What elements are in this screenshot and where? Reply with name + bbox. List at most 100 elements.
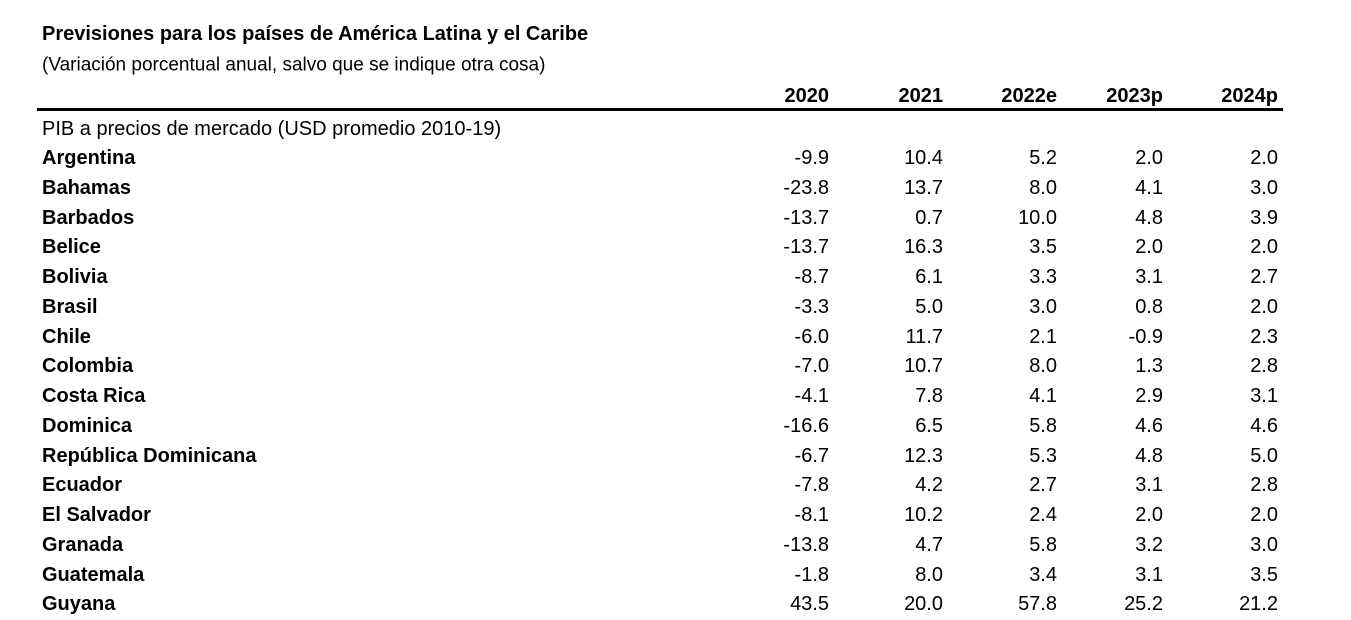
cell: 2.0 [1250, 147, 1278, 169]
cell: 10.4 [904, 147, 943, 169]
cell: 3.3 [1029, 266, 1057, 288]
cell: 2.4 [1029, 504, 1057, 526]
cell: 5.3 [1029, 444, 1057, 467]
cell: 12.3 [904, 444, 943, 467]
column-header: 2020 [784, 85, 830, 107]
column-header: 2021 [898, 85, 944, 107]
cell: 2.0 [1135, 147, 1163, 169]
cell: 3.1 [1135, 474, 1163, 497]
row-label: Costa Rica [42, 385, 146, 407]
cell: -6.0 [794, 325, 829, 348]
cell: 3.0 [1250, 533, 1278, 556]
cell: 2.7 [1250, 266, 1278, 288]
cell: 13.7 [904, 176, 943, 199]
cell: 21.2 [1239, 593, 1278, 616]
cell: -8.7 [794, 266, 829, 288]
cell: 25.2 [1124, 593, 1163, 616]
cell: 0.7 [915, 206, 943, 229]
cell: 3.1 [1135, 266, 1163, 288]
cell: 4.6 [1135, 414, 1163, 437]
cell: 20.0 [904, 593, 943, 616]
cell: -0.9 [1128, 325, 1163, 348]
cell: -13.7 [783, 236, 829, 259]
cell: 5.2 [1029, 147, 1057, 169]
section-label: PIB a precios de mercado (USD promedio 2… [42, 118, 502, 140]
cell: 5.8 [1029, 533, 1057, 556]
cell: 4.1 [1135, 176, 1163, 199]
cell: -16.6 [783, 414, 829, 437]
cell: -9.9 [794, 147, 829, 169]
cell: -7.8 [794, 474, 829, 497]
title: Previsiones para los países de América L… [42, 23, 589, 45]
cell: -8.1 [794, 504, 829, 526]
cell: -7.0 [794, 355, 829, 378]
cell: -13.8 [783, 533, 829, 556]
cell: 8.0 [1029, 355, 1057, 378]
row-label: Dominica [42, 414, 133, 437]
cell: 2.0 [1250, 236, 1278, 259]
cell: 57.8 [1018, 593, 1057, 616]
cell: 2.8 [1250, 355, 1278, 378]
cell: 7.8 [915, 385, 943, 407]
cell: -13.7 [783, 206, 829, 229]
cell: 2.0 [1135, 504, 1163, 526]
cell: 3.5 [1250, 563, 1278, 586]
cell: -6.7 [794, 444, 829, 467]
cell: 3.1 [1135, 563, 1163, 586]
cell: 2.8 [1250, 474, 1278, 497]
row-label: Belice [42, 236, 101, 259]
row-label: Argentina [42, 147, 136, 169]
row-label: Granada [42, 533, 124, 556]
cell: 2.1 [1029, 325, 1057, 348]
row-label: El Salvador [42, 504, 151, 526]
row-label: Chile [42, 325, 91, 348]
cell: -1.8 [794, 563, 829, 586]
cell: 10.7 [904, 355, 943, 378]
row-label: Barbados [42, 206, 135, 229]
cell: 11.7 [905, 325, 943, 348]
cell: 4.2 [915, 474, 943, 497]
cell: -4.1 [794, 385, 829, 407]
row-label: Brasil [42, 295, 98, 318]
cell: 4.1 [1029, 385, 1057, 407]
cell: 10.2 [904, 504, 943, 526]
cell: 2.7 [1029, 474, 1057, 497]
cell: 0.8 [1135, 295, 1163, 318]
cell: 3.4 [1029, 563, 1057, 586]
row-label: Ecuador [42, 474, 123, 497]
cell: 3.5 [1029, 236, 1057, 259]
cell: 2.0 [1250, 504, 1278, 526]
cell: 3.9 [1250, 206, 1278, 229]
cell: 3.1 [1250, 385, 1278, 407]
cell: 2.9 [1135, 385, 1163, 407]
cell: 4.8 [1135, 206, 1163, 229]
cell: 10.0 [1018, 206, 1057, 229]
column-header: 2022e [1001, 85, 1057, 107]
cell: 2.3 [1250, 325, 1278, 348]
column-header: 2023p [1106, 85, 1163, 107]
cell: 4.6 [1250, 414, 1278, 437]
cell: 2.0 [1250, 295, 1278, 318]
cell: 4.8 [1135, 444, 1163, 467]
column-header: 2024p [1221, 85, 1278, 107]
cell: -23.8 [783, 176, 829, 199]
row-label: Bahamas [42, 176, 131, 199]
cell: 4.7 [915, 533, 943, 556]
cell: 3.0 [1250, 176, 1278, 199]
cell: 5.0 [915, 295, 943, 318]
cell: 6.1 [915, 266, 943, 288]
cell: 43.5 [790, 593, 829, 616]
row-label: Guyana [42, 593, 116, 616]
row-label: República Dominicana [42, 444, 257, 467]
cell: 5.8 [1029, 414, 1057, 437]
cell: 16.3 [904, 236, 943, 259]
cell: 8.0 [1029, 176, 1057, 199]
cell: 5.0 [1250, 444, 1278, 467]
cell: 8.0 [915, 563, 943, 586]
cell: 1.3 [1135, 355, 1163, 378]
header-rule [37, 108, 1283, 111]
subtitle: (Variación porcentual anual, salvo que s… [42, 54, 546, 76]
cell: 2.0 [1135, 236, 1163, 259]
row-label: Colombia [42, 355, 134, 378]
